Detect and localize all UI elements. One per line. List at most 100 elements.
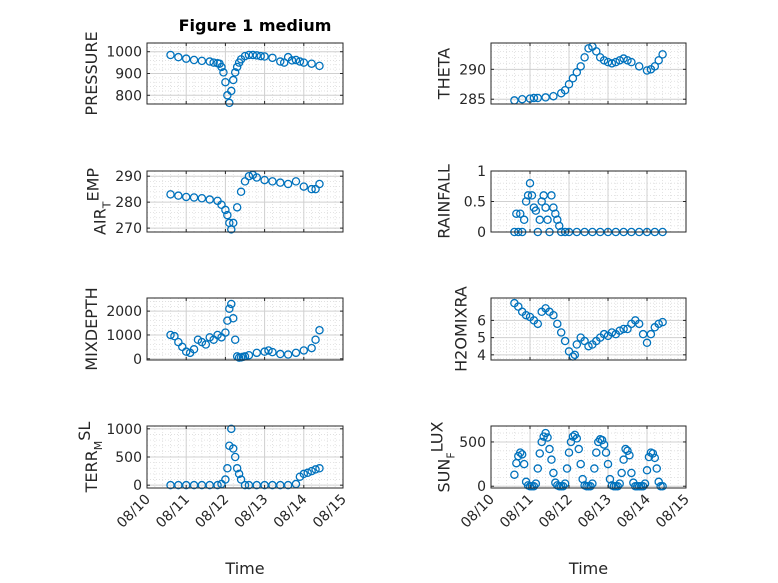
data-point (652, 464, 662, 473)
axes-box (146, 297, 344, 361)
y-tick-label: 290 (115, 169, 142, 185)
data-point (646, 329, 656, 339)
data-point (299, 469, 309, 479)
data-point (276, 57, 285, 66)
data-point (170, 331, 179, 341)
data-point (619, 54, 628, 63)
data-point (197, 56, 207, 66)
data-point (232, 464, 242, 473)
data-point (523, 191, 533, 200)
data-point (230, 452, 240, 462)
data-point (607, 59, 617, 68)
data-point (252, 348, 262, 358)
subplot-rainfall: 0 0.5 1 RAINFALL (435, 164, 687, 241)
data-point (311, 335, 320, 344)
data-point (634, 319, 644, 329)
data-point (553, 319, 562, 329)
data-point (517, 450, 527, 459)
data-point (227, 299, 236, 309)
data-point (223, 210, 232, 220)
data-point (315, 325, 324, 335)
data-point (228, 314, 238, 323)
y-axis-label: MIXDEPTH (82, 287, 101, 370)
data-point (303, 468, 312, 478)
data-point (603, 459, 613, 469)
data-point (543, 215, 552, 225)
data-point (642, 338, 652, 348)
y-tick-label: 270 (115, 221, 142, 237)
y-tick-label: 0 (477, 225, 486, 241)
data-point (519, 459, 529, 469)
data-point (189, 193, 199, 202)
data-point (549, 468, 558, 478)
data-point (562, 464, 572, 473)
data-point (230, 68, 240, 77)
data-point (584, 44, 593, 53)
data-point (533, 319, 543, 329)
data-point (601, 448, 611, 457)
y-tick-label: 500 (115, 450, 142, 466)
y-tick-label: 4 (477, 348, 486, 364)
data-point (197, 194, 207, 203)
data-point (642, 466, 652, 475)
data-point (529, 93, 539, 103)
data-point (291, 348, 301, 358)
data-point (181, 192, 191, 202)
data-point (545, 444, 554, 454)
data-point (268, 53, 277, 63)
data-point (521, 310, 531, 320)
x-tick-label: 08/10 (458, 492, 498, 532)
data-point (299, 346, 309, 355)
data-point (228, 444, 238, 453)
y-tick-label: 1000 (106, 45, 142, 61)
data-point (572, 340, 582, 349)
y-tick-label: 6 (477, 313, 486, 329)
data-point (615, 326, 624, 335)
data-point (592, 448, 601, 457)
data-point (189, 345, 199, 354)
data-point (228, 218, 238, 228)
data-point (232, 62, 242, 72)
data-point (205, 57, 214, 66)
y-axis-label: TERRMSL (75, 422, 105, 494)
data-point (315, 61, 324, 71)
data-point (268, 347, 277, 357)
data-point (619, 324, 628, 334)
data-point (627, 468, 636, 478)
data-point (230, 335, 240, 344)
data-point (225, 304, 234, 313)
data-point (576, 62, 585, 71)
data-point (209, 58, 218, 67)
data-point (228, 75, 238, 85)
data-point (619, 455, 628, 464)
data-point (256, 51, 265, 61)
data-point (560, 479, 570, 488)
data-point (295, 57, 305, 66)
plot-area (491, 43, 686, 104)
data-point (234, 469, 244, 479)
data-point (592, 47, 601, 56)
data-point (181, 54, 191, 63)
data-point (299, 58, 309, 67)
data-point (568, 432, 578, 441)
data-point (307, 184, 316, 194)
data-point (584, 341, 593, 351)
x-axis-label: Time (568, 559, 608, 578)
axes-box (490, 42, 687, 105)
x-tick-label: 08/10 (114, 492, 154, 532)
data-point (576, 459, 585, 469)
data-point (615, 479, 624, 488)
y-axis-label: THETA (435, 48, 454, 100)
data-point (650, 453, 660, 463)
data-point (642, 66, 652, 75)
x-tick-label: 08/13 (575, 492, 615, 532)
data-point (588, 479, 597, 488)
data-point (599, 329, 609, 339)
data-point (541, 428, 550, 438)
data-point (658, 50, 667, 59)
data-point (640, 479, 650, 488)
x-tick-label: 08/13 (232, 492, 272, 532)
